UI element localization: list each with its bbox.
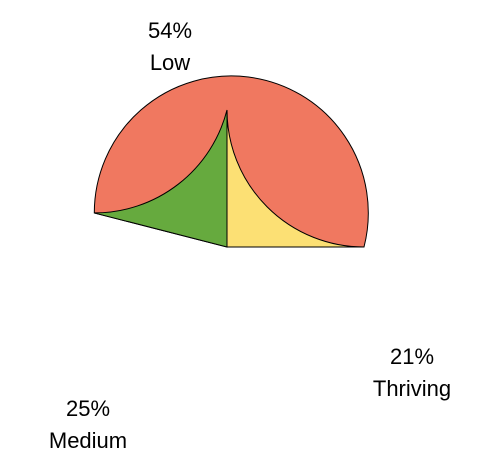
slice-category-low: Low: [150, 50, 190, 75]
pie-labels: 54% Low 21% Thriving 25% Medium: [49, 18, 451, 453]
pie-slice-thriving: [94, 109, 228, 248]
slice-category-medium: Medium: [49, 428, 127, 453]
slice-category-thriving: Thriving: [373, 376, 451, 401]
pie-slices: [93, 75, 369, 248]
slice-percent-thriving: 21%: [390, 344, 434, 369]
pie-slice-medium: [226, 109, 365, 248]
slice-percent-low: 54%: [148, 18, 192, 43]
slice-percent-medium: 25%: [66, 396, 110, 421]
